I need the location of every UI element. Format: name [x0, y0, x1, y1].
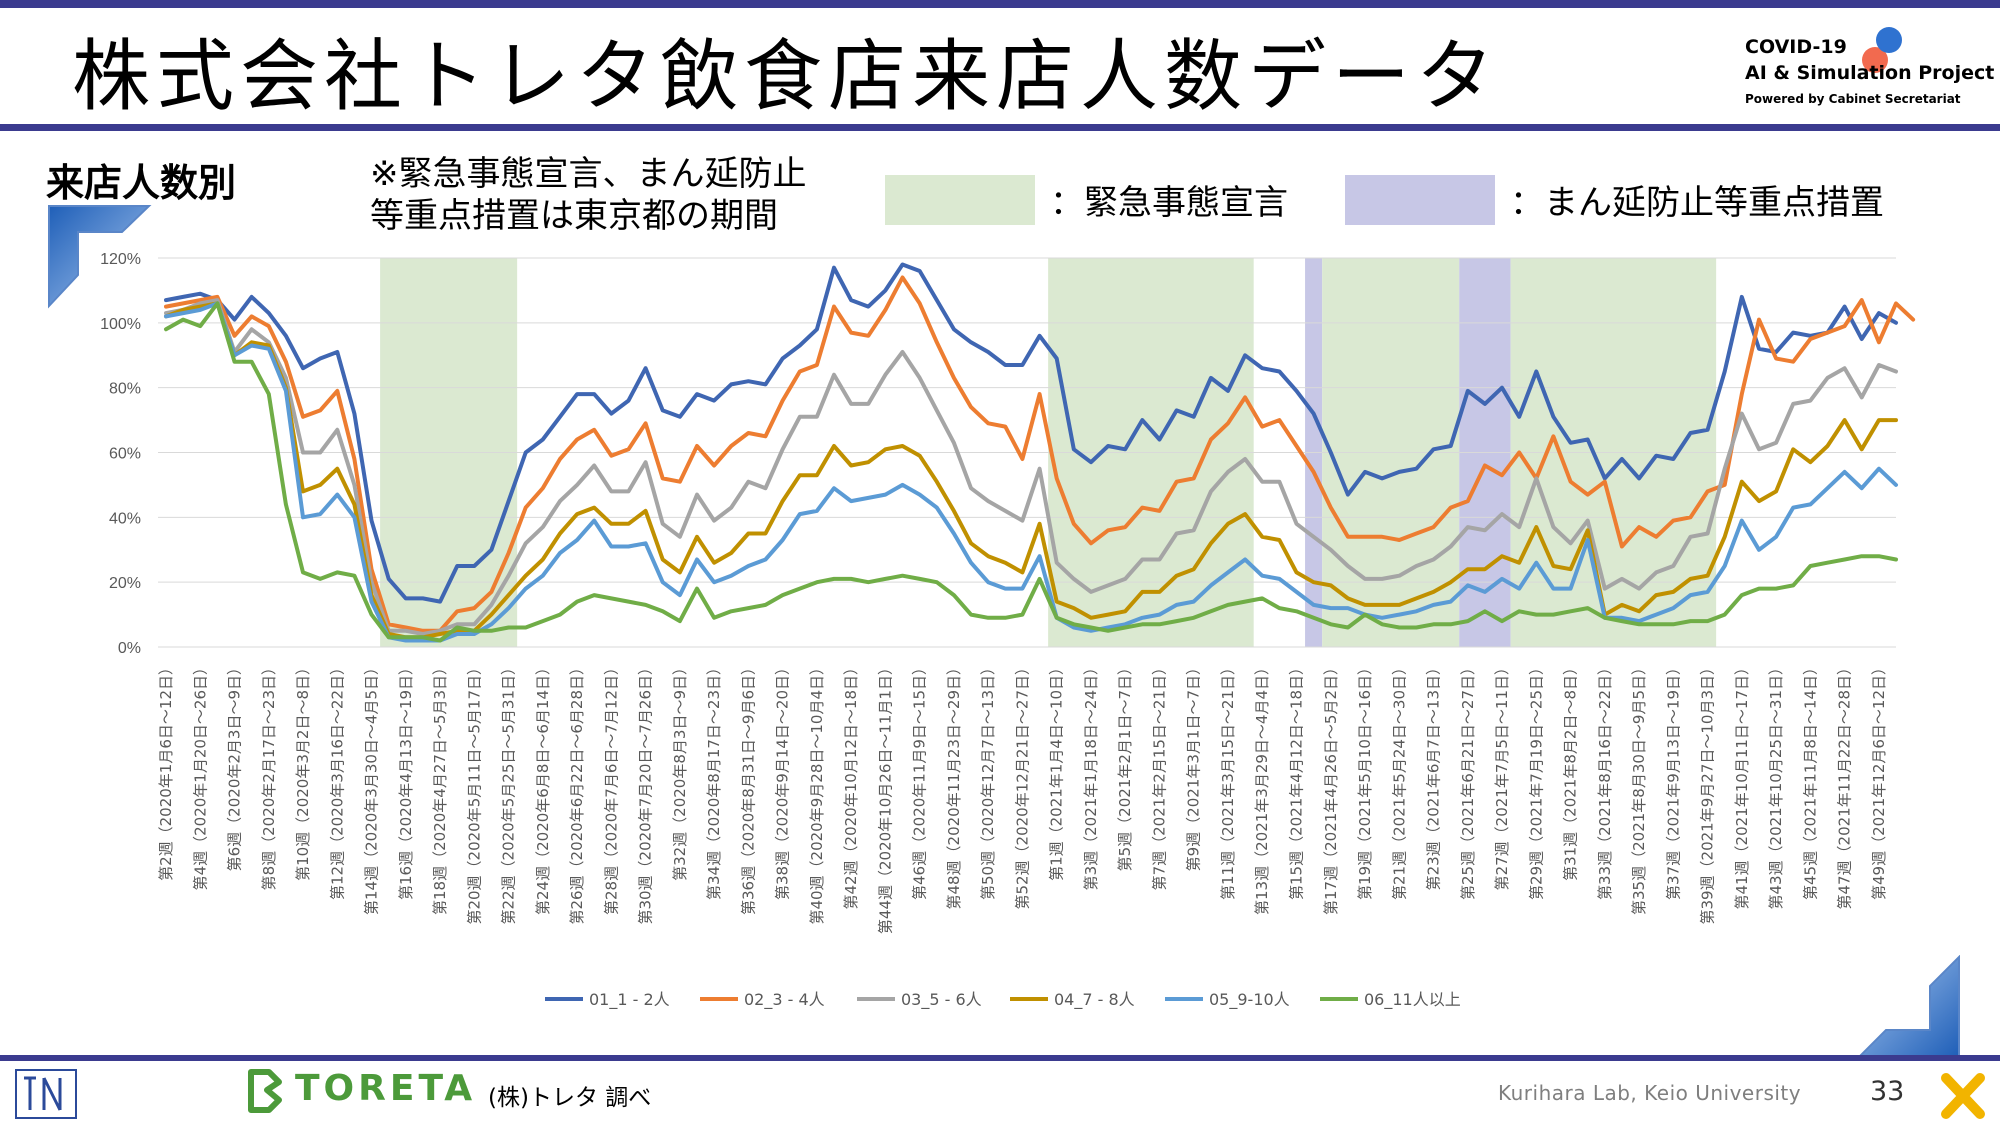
priority-swatch: [1345, 175, 1495, 225]
y-tick-label: 80%: [109, 381, 141, 398]
legend-entry: 01_1 - 2人: [589, 990, 670, 1010]
series-lines: [164, 262, 1916, 643]
slide-number: 33: [1870, 1076, 1905, 1107]
logo-circles-icon: [1862, 27, 1902, 73]
x-tick-label: 第3週（2021年1月18日～24日）: [1082, 660, 1100, 890]
covid-project-logo: COVID-19 AI & Simulation Project Powered…: [1745, 22, 1994, 112]
x-tick-label: 第33週（2021年8月16日～22日）: [1596, 660, 1614, 900]
x-tick-label: 第10週（2020年3月2日～8日）: [294, 660, 312, 881]
corner-arrow-bottom-right-icon: [1858, 955, 1960, 1057]
x-tick-label: 第50週（2020年12月7日～13日）: [979, 660, 997, 900]
corner-arrow-top-left-icon: [48, 205, 152, 309]
y-tick-label: 20%: [109, 575, 141, 592]
title-rule: [0, 124, 2000, 131]
x-tick-label: 第36週（2020年8月31日～9月6日）: [739, 660, 757, 915]
x-tick-label: 第47週（2021年11月22日～28日）: [1836, 660, 1854, 910]
y-tick-label: 120%: [100, 251, 141, 268]
x-tick-label: 第43週（2021年10月25日～31日）: [1767, 660, 1785, 910]
legend-entry: 05_9-10人: [1209, 990, 1290, 1010]
y-tick-label: 60%: [109, 446, 141, 463]
x-tick-label: 第42週（2020年10月12日～18日）: [842, 660, 860, 910]
x-axis-ticks: 第2週（2020年1月6日～12日） 第4週（2020年1月20日～26日） 第6週…: [157, 660, 1888, 934]
x-tick-label: 第13週（2021年3月29日～4月4日）: [1253, 660, 1271, 915]
visitor-count-line-chart: 0% 20% 40% 60% 80% 100% 120% 第2週（2020年1月6日～12日…: [100, 251, 1916, 1010]
series-line-6: [164, 301, 1898, 643]
period-note: ※緊急事態宣言、まん延防止 等重点措置は東京都の期間: [370, 153, 807, 237]
x-tick-label: 第6週（2020年2月3日～9日）: [226, 660, 244, 871]
survey-source-note: (株)トレタ 調べ: [488, 1085, 652, 1111]
x-tick-label: 第15週（2021年4月12日～18日）: [1287, 660, 1305, 900]
x-tick-label: 第12週（2020年3月16日～22日）: [328, 660, 346, 900]
x-tick-label: 第18週（2020年4月27日～5月3日）: [431, 660, 449, 915]
x-tick-label: 第32週（2020年8月3日～9日）: [671, 660, 689, 881]
x-tick-label: 第4週（2020年1月20日～26日）: [191, 660, 209, 890]
legend-entry: 06_11人以上: [1364, 990, 1461, 1010]
x-tick-label: 第14週（2020年3月30日～4月5日）: [363, 660, 381, 915]
series-line-3: [164, 298, 1898, 636]
x-tick-label: 第40週（2020年9月28日～10月4日）: [808, 660, 826, 925]
period-note-line-1: ※緊急事態宣言、まん延防止: [370, 154, 807, 194]
lab-credit: Kurihara Lab, Keio University: [1498, 1081, 1802, 1105]
priority-legend-label: ：まん延防止等重点措置: [1510, 183, 1884, 223]
x-tick-label: 第17週（2021年4月26日～5月2日）: [1322, 660, 1340, 915]
series-line-2: [164, 275, 1916, 633]
x-tick-label: 第19週（2021年5月10日～16日）: [1356, 660, 1374, 900]
x-tick-label: 第1週（2021年1月4日～10日）: [1048, 660, 1066, 881]
x-tick-label: 第21週（2021年5月24日～30日）: [1390, 660, 1408, 900]
section-label: 来店人数別: [46, 161, 237, 205]
x-tick-label: 第41週（2021年10月11日～17日）: [1733, 660, 1751, 910]
x-tick-label: 第48週（2020年11月23日～29日）: [945, 660, 963, 910]
x-tick-label: 第26週（2020年6月22日～6月28日）: [568, 660, 586, 925]
x-tick-label: 第22週（2020年5月25日～5月31日）: [500, 660, 518, 925]
x-tick-label: 第16週（2020年4月13日～19日）: [397, 660, 415, 900]
x-tick-label: 第52週（2020年12月21日～27日）: [1013, 660, 1031, 910]
x-tick-label: 第8週（2020年2月17日～23日）: [260, 660, 278, 890]
x-tick-label: 第39週（2021年9月27日～10月3日）: [1699, 660, 1717, 925]
x-tick-label: 第20週（2020年5月11日～5月17日）: [465, 660, 483, 925]
logo-line-3: Powered by Cabinet Secretariat: [1745, 92, 1961, 106]
top-accent-bar: [0, 0, 2000, 8]
x-tick-label: 第5週（2021年2月1日～7日）: [1116, 660, 1134, 871]
university-logo-icon: [15, 1069, 77, 1119]
x-tick-label: 第28週（2020年7月6日～7月12日）: [602, 660, 620, 915]
x-tick-label: 第49週（2021年12月6日～12日）: [1870, 660, 1888, 900]
legend-entry: 02_3 - 4人: [744, 990, 825, 1010]
x-tick-label: 第9週（2021年3月1日～7日）: [1185, 660, 1203, 871]
x-tick-label: 第30週（2020年7月20日～7月26日）: [637, 660, 655, 925]
x-tick-label: 第2週（2020年1月6日～12日）: [157, 660, 175, 881]
series-line-1: [164, 262, 1898, 604]
cross-logo-icon: [1941, 1073, 1985, 1119]
y-tick-label: 40%: [109, 510, 141, 527]
footer-rule: [0, 1055, 2000, 1061]
x-tick-label: 第27週（2021年7月5日～11日）: [1493, 660, 1511, 890]
toreta-logo-text: TORETA: [295, 1068, 477, 1109]
x-tick-label: 第11週（2021年3月15日～21日）: [1219, 660, 1237, 900]
y-tick-label: 100%: [100, 316, 141, 333]
x-tick-label: 第38週（2020年9月14日～20日）: [774, 660, 792, 900]
x-tick-label: 第25週（2021年6月21日～27日）: [1459, 660, 1477, 900]
period-note-line-2: 等重点措置は東京都の期間: [370, 196, 778, 236]
x-tick-label: 第7週（2021年2月15日～21日）: [1150, 660, 1168, 890]
x-tick-label: 第37週（2021年9月13日～19日）: [1664, 660, 1682, 900]
x-tick-label: 第31週（2021年8月2日～8日）: [1562, 660, 1580, 881]
emergency-swatch: [885, 175, 1035, 225]
x-tick-label: 第34週（2020年8月17日～23日）: [705, 660, 723, 900]
x-tick-label: 第23週（2021年6月7日～13日）: [1425, 660, 1443, 890]
chart-legend: 01_1 - 2人 02_3 - 4人 03_5 - 6人 04_7 - 8人 05_9…: [545, 990, 1461, 1010]
logo-line-2: AI & Simulation Project: [1745, 62, 1995, 84]
x-tick-label: 第24週（2020年6月8日～6月14日）: [534, 660, 552, 915]
y-tick-label: 0%: [118, 640, 141, 657]
x-tick-label: 第45週（2021年11月8日～14日）: [1801, 660, 1819, 900]
emergency-legend-label: ：緊急事態宣言: [1050, 183, 1288, 223]
y-axis-ticks: 0% 20% 40% 60% 80% 100% 120%: [100, 251, 141, 657]
legend-entry: 03_5 - 6人: [901, 990, 982, 1010]
x-tick-label: 第29週（2021年7月19日～25日）: [1527, 660, 1545, 900]
legend-entry: 04_7 - 8人: [1054, 990, 1135, 1010]
page-title: 株式会社トレタ飲食店来店人数データ: [72, 32, 1501, 122]
x-tick-label: 第44週（2020年10月26日～11月1日）: [876, 660, 894, 934]
logo-line-1: COVID-19: [1745, 36, 1847, 58]
x-tick-label: 第46週（2020年11月9日～15日）: [911, 660, 929, 900]
toreta-logo-icon: [248, 1069, 282, 1113]
x-tick-label: 第35週（2021年8月30日～9月5日）: [1630, 660, 1648, 915]
